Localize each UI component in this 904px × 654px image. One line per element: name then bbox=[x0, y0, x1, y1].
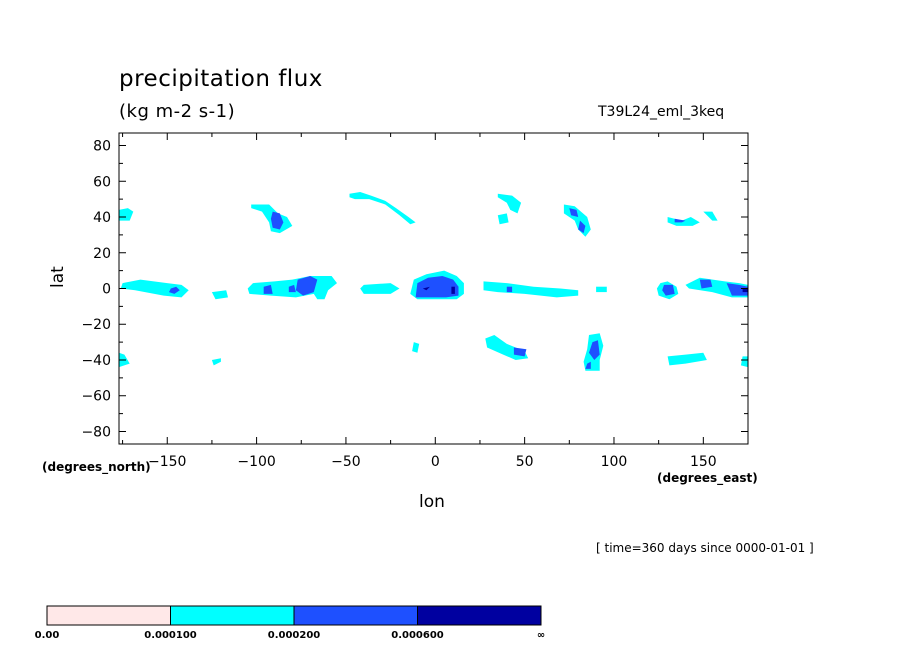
axes-layer: −150 −100 −50 0 50 100 150 80 60 40 20 0 −20 −40 −60 −8… bbox=[81, 133, 749, 470]
y-axis-unit: (degrees_north) bbox=[42, 460, 151, 474]
y-tick-label: 20 bbox=[93, 246, 111, 262]
x-tick-label: 100 bbox=[601, 454, 628, 470]
colorbar-swatch-3 bbox=[417, 605, 542, 626]
x-tick-label: 0 bbox=[431, 454, 440, 470]
colorbar-label-0: 0.00 bbox=[35, 630, 60, 641]
x-tick-label: −150 bbox=[148, 454, 186, 470]
contour-region-30 bbox=[578, 220, 586, 234]
colorbar-label-4: ∞ bbox=[537, 630, 545, 641]
contour-region-25 bbox=[742, 288, 748, 293]
y-tick-label: −20 bbox=[81, 317, 111, 333]
contour-region-35 bbox=[513, 347, 527, 357]
x-tick-label: −100 bbox=[237, 454, 275, 470]
colorbar-swatch-1 bbox=[170, 605, 295, 626]
x-tick-label: 50 bbox=[516, 454, 534, 470]
contour-region-29 bbox=[569, 208, 579, 217]
y-tick-label: −80 bbox=[81, 424, 111, 440]
y-tick-label: 80 bbox=[93, 139, 111, 155]
contour-region-34 bbox=[485, 335, 529, 360]
contour-region-17 bbox=[483, 281, 579, 298]
contour-region-28 bbox=[563, 204, 591, 237]
colorbar: 0.00 0.000100 0.000200 0.000600 ∞ bbox=[35, 605, 545, 641]
contour-region-26 bbox=[497, 193, 522, 214]
contour-region-19 bbox=[596, 286, 607, 293]
contour-region-8 bbox=[360, 283, 400, 294]
contour-region-14 bbox=[415, 276, 459, 298]
contour-region-12 bbox=[412, 342, 420, 353]
y-tick-label: 60 bbox=[93, 174, 111, 190]
x-axis-unit: (degrees_east) bbox=[657, 471, 758, 485]
colorbar-swatch-2 bbox=[293, 605, 418, 626]
contour-region-6 bbox=[288, 284, 296, 293]
contour-region-21 bbox=[662, 284, 675, 296]
contour-region-32 bbox=[703, 211, 718, 221]
contour-region-27 bbox=[497, 213, 509, 225]
x-tick-label: 150 bbox=[690, 454, 717, 470]
contour-region-37 bbox=[589, 340, 600, 360]
contour-region-2 bbox=[169, 286, 180, 294]
colorbar-label-2: 0.000200 bbox=[268, 630, 321, 641]
time-label: [ time=360 days since 0000-01-01 ] bbox=[596, 541, 814, 555]
contour-region-10 bbox=[270, 211, 284, 230]
chart-title: precipitation flux bbox=[119, 66, 323, 92]
contour-region-11 bbox=[349, 192, 416, 225]
x-axis-label: lon bbox=[419, 492, 445, 512]
colorbar-label-1: 0.000100 bbox=[144, 630, 197, 641]
contour-region-7 bbox=[295, 276, 318, 296]
contour-region-1 bbox=[120, 279, 189, 298]
contour-region-3 bbox=[211, 290, 228, 300]
contour-region-41 bbox=[211, 358, 221, 366]
contour-region-23 bbox=[699, 279, 713, 289]
contour-region-39 bbox=[667, 352, 707, 366]
y-tick-label: 0 bbox=[102, 282, 111, 298]
contour-region-0 bbox=[119, 208, 134, 221]
contour-region-24 bbox=[726, 283, 748, 296]
contour-region-15 bbox=[422, 286, 430, 291]
colorbar-label-3: 0.000600 bbox=[391, 630, 444, 641]
contour-region-38 bbox=[585, 361, 591, 369]
contour-region-33 bbox=[674, 218, 686, 223]
y-tick-label: −40 bbox=[81, 353, 111, 369]
experiment-label: T39L24_eml_3keq bbox=[598, 104, 725, 120]
chart-units: (kg m-2 s-1) bbox=[119, 101, 236, 122]
contour-region-42 bbox=[740, 356, 748, 368]
y-tick-label: −60 bbox=[81, 389, 111, 405]
contour-region-18 bbox=[506, 286, 513, 293]
contour-region-5 bbox=[263, 284, 273, 294]
contour-layer bbox=[119, 192, 748, 371]
y-tick-label: 40 bbox=[93, 210, 111, 226]
contour-region-16 bbox=[451, 286, 455, 294]
colorbar-swatch-0 bbox=[46, 605, 171, 626]
x-tick-label: −50 bbox=[331, 454, 361, 470]
